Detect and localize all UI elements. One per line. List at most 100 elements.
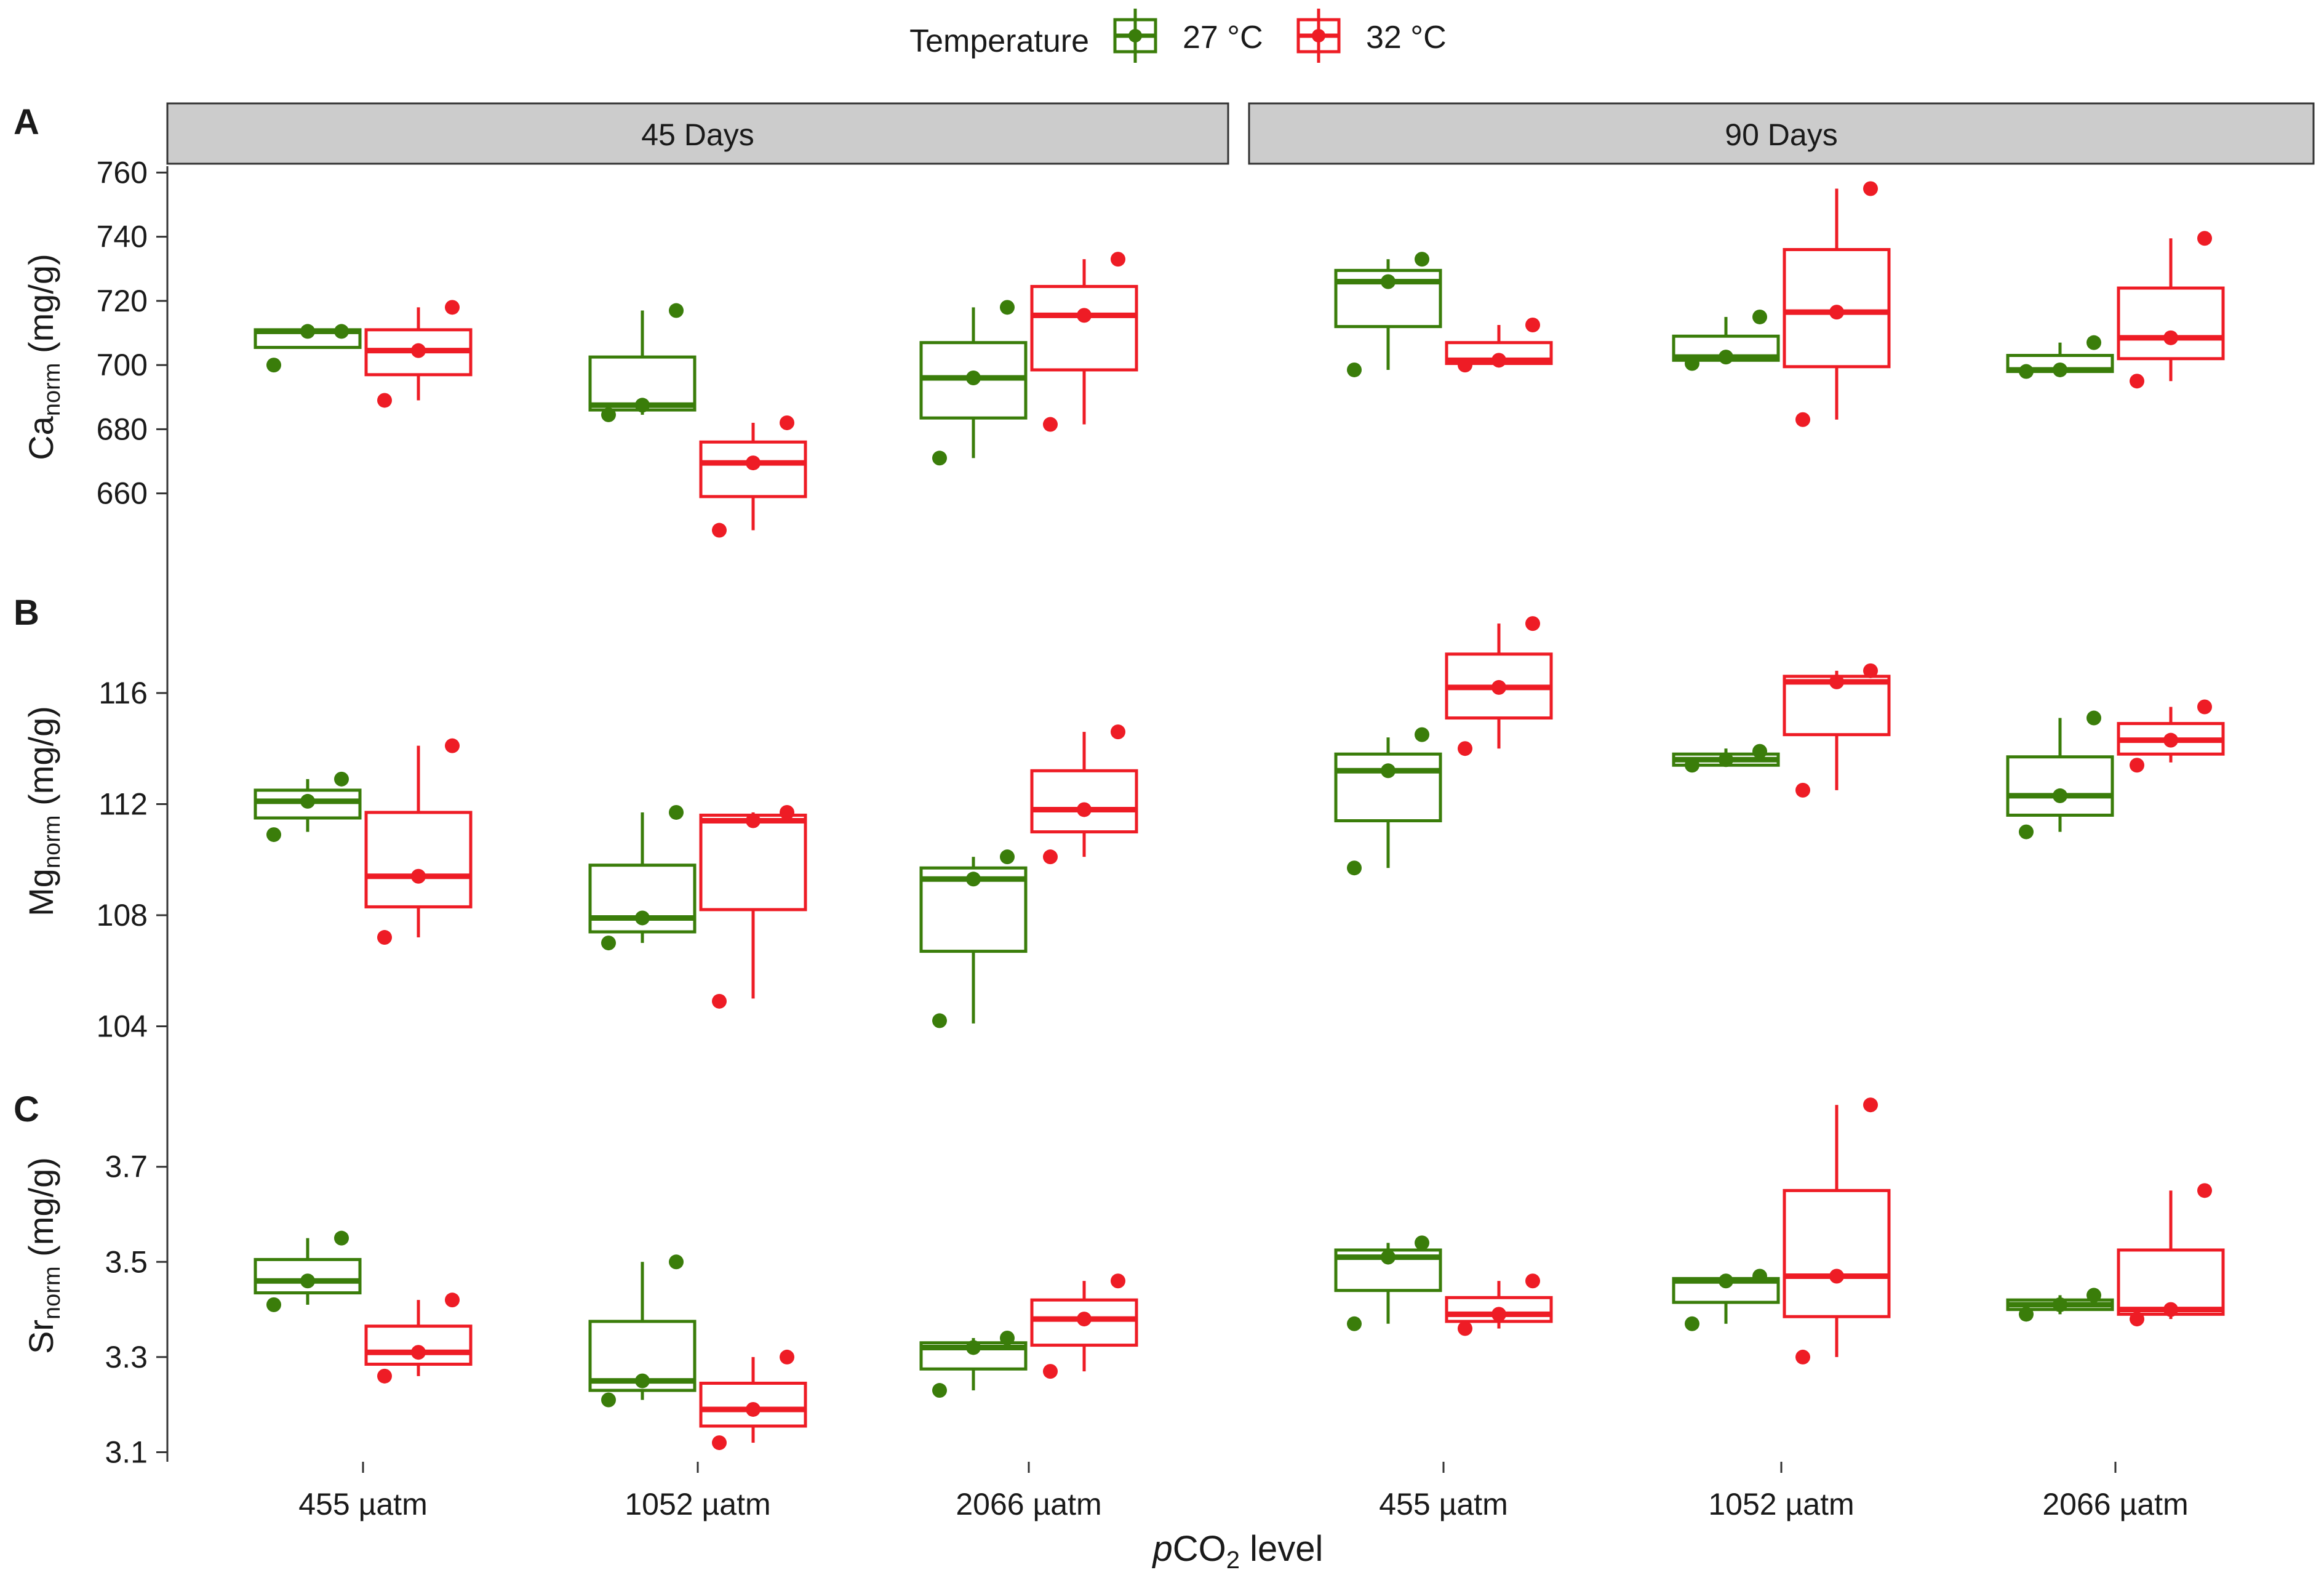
box-a-90d-2-27c-point: [2053, 362, 2067, 377]
x-tick-label: 1052 µatm: [1708, 1487, 1854, 1521]
box-a-45d-1-27c-point: [601, 407, 616, 422]
legend-title: Temperature: [909, 23, 1089, 59]
box-b-90d-2-27c-point: [2019, 824, 2034, 840]
box-b-45d-2-32c-box: [1030, 769, 1138, 834]
y-tick-label: 760: [97, 155, 148, 190]
box-b-90d-1-27c-point: [1719, 752, 1733, 767]
box-c-45d-1-32c-point: [780, 1349, 794, 1365]
facet-label-90-days: 90 Days: [1725, 118, 1837, 152]
box-a-45d-2-32c-point: [1077, 308, 1092, 323]
box-b-90d-2-32c-point: [2163, 732, 2178, 748]
box-a-45d-1-27c-point: [635, 398, 650, 413]
box-a-90d-0-32c-point: [1525, 317, 1540, 332]
box-c-90d-0-32c-point: [1491, 1307, 1506, 1322]
box-a-45d-1-27c-point: [669, 303, 684, 318]
box-b-45d-2-27c-point: [1000, 849, 1015, 865]
box-b-90d-2-32c-point: [2197, 699, 2212, 715]
box-b-90d-0-32c-point: [1525, 616, 1540, 631]
box-a-90d-0-32c-point: [1458, 358, 1472, 373]
box-b-90d-1-32c-point: [1795, 782, 1810, 798]
box-b-90d-0-27c-point: [1381, 763, 1396, 779]
box-a-90d-1-27c-point: [1719, 350, 1733, 365]
box-c-45d-2-27c-point: [1000, 1331, 1015, 1345]
box-b-90d-1-27c-point: [1685, 758, 1699, 773]
box-a-90d-0-27c-point: [1347, 362, 1362, 377]
box-b-45d-1-32c-point: [712, 993, 727, 1009]
box-b-45d-1-27c-point: [669, 804, 684, 820]
x-tick-label: 1052 µatm: [625, 1487, 770, 1521]
box-a-45d-0-27c-point: [266, 358, 281, 373]
x-axis-title: pCO2 level: [1152, 1529, 1324, 1574]
box-a-45d-2-27c-point: [1000, 300, 1015, 315]
box-c-90d-1-27c-point: [1719, 1273, 1733, 1289]
y-tick-label: 116: [98, 676, 148, 710]
box-a-90d-0-27c-point: [1381, 274, 1396, 289]
box-b-90d-0-32c-point: [1491, 679, 1506, 695]
plot-layer: 660 680 700 720 740 760 104 108 112 116 3.1 3.3 3.5 3…: [97, 155, 2225, 1521]
box-b-45d-0-32c-point: [445, 738, 460, 753]
box-c-45d-0-27c-point: [266, 1297, 281, 1312]
box-c-45d-2-27c-point: [932, 1383, 947, 1398]
y-tick-label: 700: [97, 348, 148, 382]
legend-key-27c: [1113, 9, 1157, 63]
box-b-45d-0-27c-point: [266, 827, 281, 843]
box-c-90d-1-32c-point: [1863, 1097, 1878, 1113]
box-c-90d-2-27c-point: [2019, 1307, 2034, 1322]
box-b-45d-0-32c-point: [411, 868, 426, 884]
box-a-90d-2-32c-point: [2197, 231, 2212, 246]
panel-label-a: A: [14, 102, 39, 142]
box-a-90d-2-32c-box: [2117, 286, 2225, 361]
box-b-90d-0-27c-point: [1415, 727, 1429, 742]
x-tick-label: 455 µatm: [1379, 1487, 1507, 1521]
box-a-45d-0-32c-point: [445, 300, 460, 315]
box-c-45d-0-27c-point: [300, 1273, 315, 1289]
box-a-45d-2-27c-point: [932, 451, 947, 466]
legend-label-27c: 27 °C: [1183, 20, 1263, 55]
box-a-45d-0-32c-point: [377, 393, 392, 408]
box-a-45d-1-32c-point: [712, 523, 727, 538]
y-tick-label: 108: [97, 898, 148, 932]
box-c-90d-2-32c-point: [2130, 1312, 2144, 1327]
box-a-90d-1-27c-point: [1752, 309, 1767, 324]
box-b-45d-1-32c-point: [746, 813, 761, 828]
box-c-90d-2-32c-point: [2197, 1183, 2212, 1198]
box-a-90d-2-32c-point: [2130, 374, 2144, 389]
box-c-45d-0-32c-point: [411, 1345, 426, 1360]
box-c-90d-1-32c-point: [1795, 1349, 1810, 1365]
y-tick-label: 3.1: [105, 1435, 148, 1470]
box-b-90d-2-27c-point: [2053, 788, 2067, 803]
x-tick-label: 455 µatm: [298, 1487, 427, 1521]
box-b-90d-2-32c-point: [2130, 758, 2144, 773]
x-tick-label: 2066 µatm: [2042, 1487, 2188, 1521]
box-c-90d-2-27c-point: [2053, 1297, 2067, 1312]
y-tick-label: 112: [98, 787, 148, 821]
facet-strip-90-days: 90 Days: [1248, 102, 2315, 165]
box-a-90d-1-32c-point: [1829, 305, 1844, 320]
box-c-90d-1-32c-box: [1783, 1188, 1891, 1318]
y-axis-title-sr: Srnorm (mg/g): [22, 1157, 65, 1354]
y-axis-title-mg: Mgnorm (mg/g): [22, 706, 65, 916]
box-a-45d-0-27c-point: [300, 324, 315, 339]
box-c-45d-1-27c-point: [635, 1373, 650, 1389]
box-b-45d-2-32c-point: [1043, 849, 1058, 865]
box-c-45d-0-32c-point: [445, 1292, 460, 1308]
box-c-90d-1-32c-point: [1829, 1268, 1844, 1284]
y-tick-label: 720: [97, 284, 148, 318]
y-axis-title-ca: Canorm (mg/g): [22, 254, 65, 460]
box-b-45d-2-32c-point: [1111, 724, 1125, 740]
box-a-45d-2-27c-point: [966, 370, 981, 385]
box-b-45d-1-32c-box: [699, 813, 807, 912]
panel-label-c: C: [14, 1089, 39, 1129]
box-c-45d-2-27c-point: [966, 1340, 981, 1355]
facet-label-45-days: 45 Days: [641, 118, 754, 152]
facet-strip-45-days: 45 Days: [166, 102, 1229, 165]
box-b-90d-2-27c-point: [2086, 710, 2101, 726]
box-b-45d-0-32c-point: [377, 930, 392, 945]
legend-key-32c: [1296, 9, 1341, 63]
box-c-45d-2-32c-point: [1111, 1273, 1125, 1289]
box-a-90d-1-32c-point: [1863, 181, 1878, 196]
panel-label-b: B: [14, 593, 39, 633]
box-a-45d-2-32c-point: [1111, 252, 1125, 267]
box-b-90d-0-27c-point: [1347, 860, 1362, 876]
